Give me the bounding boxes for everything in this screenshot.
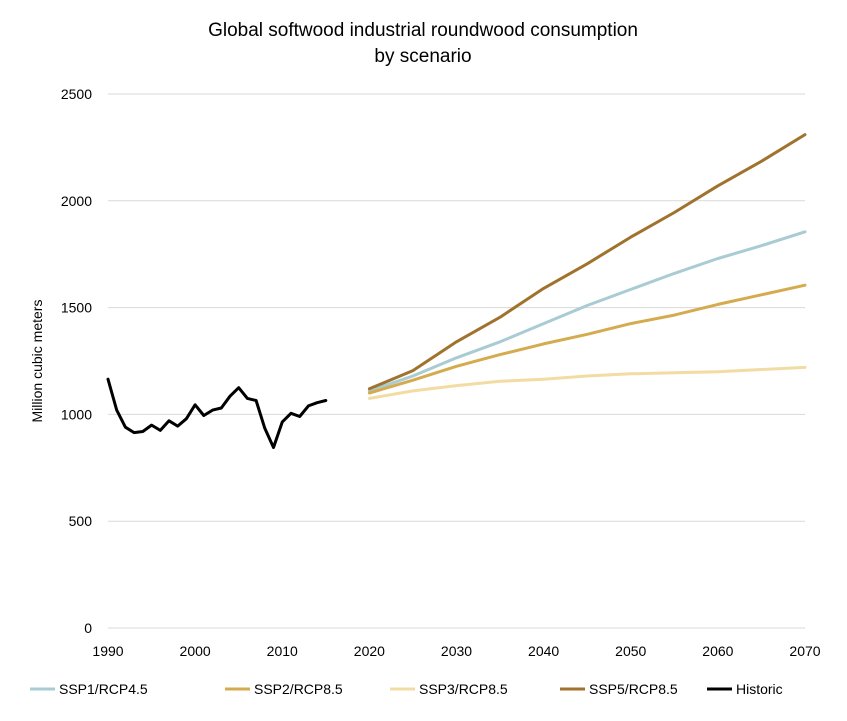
y-axis-label: Million cubic meters — [29, 300, 45, 423]
y-tick-label: 500 — [69, 513, 93, 529]
x-tick-label: 2000 — [180, 643, 211, 659]
y-tick-label: 1000 — [61, 406, 92, 422]
y-axis-ticks: 0 500 1000 1500 2000 2500 — [61, 86, 92, 636]
legend-label: SSP2/RCP8.5 — [254, 681, 343, 697]
x-tick-label: 2040 — [528, 643, 559, 659]
series-line-ssp5-rcp8-5 — [367, 133, 807, 391]
series-lines — [106, 133, 807, 449]
y-tick-label: 2000 — [61, 193, 92, 209]
y-tick-label: 0 — [84, 620, 92, 636]
y-tick-label: 1500 — [61, 300, 92, 316]
x-tick-label: 2020 — [354, 643, 385, 659]
x-tick-label: 2030 — [441, 643, 472, 659]
chart-title-line-1: Global softwood industrial roundwood con… — [208, 20, 638, 41]
legend-label: Historic — [736, 681, 783, 697]
x-tick-label: 1990 — [92, 643, 123, 659]
series-line-ssp3-rcp8-5 — [367, 365, 807, 400]
legend-label: SSP1/RCP4.5 — [59, 681, 148, 697]
x-tick-label: 2010 — [267, 643, 298, 659]
legend: SSP1/RCP4.5 SSP2/RCP8.5 SSP3/RCP8.5 SSP5/RC… — [30, 681, 783, 697]
x-tick-label: 2070 — [789, 643, 820, 659]
x-axis-ticks: 1990 2000 2010 2020 2030 2040 2050 2060 2070 — [92, 643, 820, 659]
chart-title-line-2: by scenario — [374, 46, 471, 67]
series-line-historic — [106, 377, 328, 449]
series-line-ssp2-rcp8-5 — [367, 283, 807, 395]
x-tick-label: 2050 — [615, 643, 646, 659]
legend-label: SSP3/RCP8.5 — [419, 681, 508, 697]
x-tick-label: 2060 — [702, 643, 733, 659]
y-tick-label: 2500 — [61, 86, 92, 102]
gridlines — [108, 93, 805, 629]
legend-label: SSP5/RCP8.5 — [589, 681, 678, 697]
series-line-ssp1-rcp4-5 — [367, 230, 807, 393]
